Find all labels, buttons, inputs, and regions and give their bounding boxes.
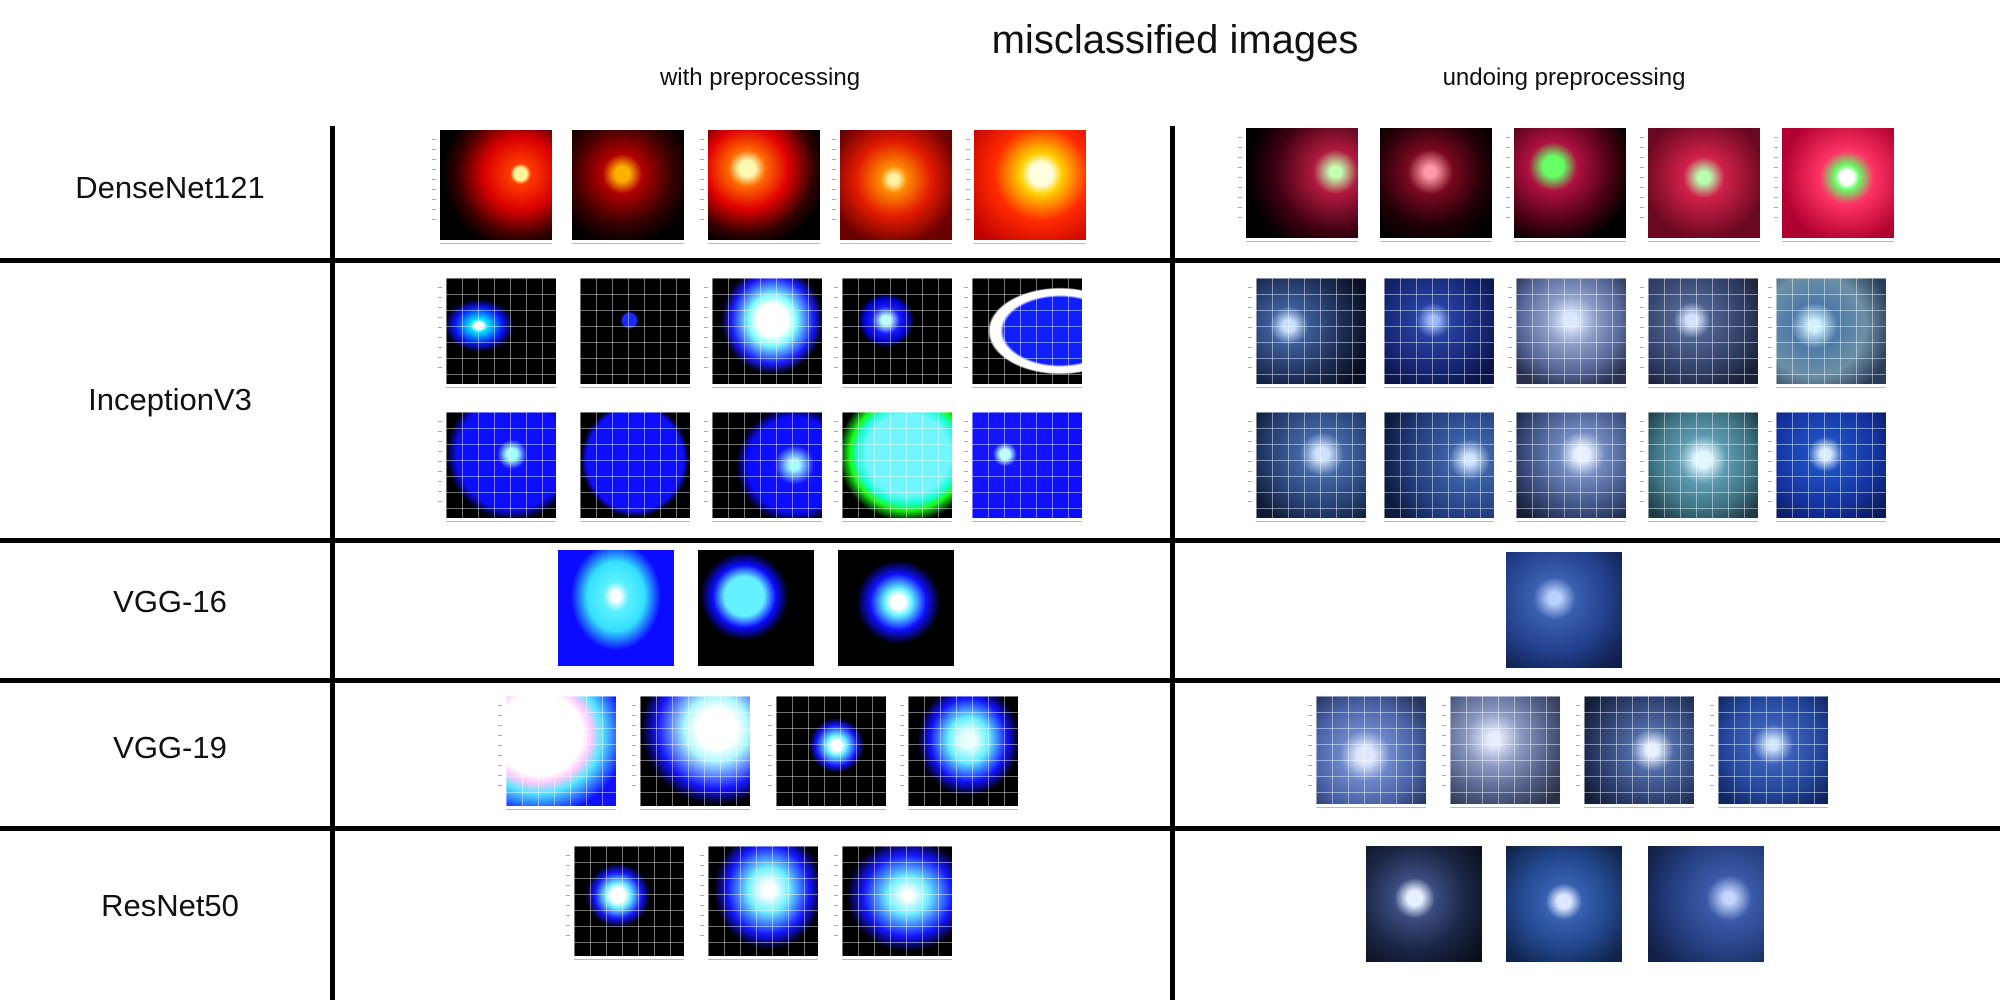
column-header-undoing-preprocessing: undoing preprocessing <box>1442 64 1686 91</box>
vgg16-undone-image <box>1506 552 1622 668</box>
inception-undone-image <box>1248 278 1366 388</box>
row-label-densenet121: DenseNet121 <box>75 170 265 205</box>
figure-title: misclassified images <box>991 18 1359 62</box>
row-divider-2 <box>0 538 2000 543</box>
row-divider-3 <box>0 678 2000 683</box>
resnet-preprocessed-image <box>834 846 952 960</box>
inception-preprocessed-image <box>834 412 952 522</box>
densenet-preprocessed-image <box>572 130 684 244</box>
resnet-preprocessed-image <box>566 846 684 960</box>
inception-undone-image <box>1768 278 1886 388</box>
vgg19-undone-image <box>1442 696 1560 808</box>
row-divider-1 <box>0 258 2000 263</box>
inception-preprocessed-image <box>964 412 1082 522</box>
densenet-undone-image <box>1506 128 1626 242</box>
row-divider-4 <box>0 826 2000 831</box>
inception-undone-image <box>1384 412 1494 522</box>
densenet-preprocessed-image <box>832 130 952 244</box>
vgg19-preprocessed-image <box>768 696 886 810</box>
inception-undone-image <box>1640 412 1758 522</box>
densenet-undone-image <box>1640 128 1760 242</box>
inception-undone-image <box>1248 412 1366 522</box>
inception-undone-image <box>1640 278 1758 388</box>
densenet-undone-image <box>1774 128 1894 242</box>
divider-middle <box>1170 126 1175 1000</box>
inception-undone-image <box>1384 278 1494 388</box>
vgg19-preprocessed-image <box>498 696 616 810</box>
inception-preprocessed-image <box>834 278 952 388</box>
inception-preprocessed-image <box>580 278 690 388</box>
vgg16-preprocessed-image <box>838 550 954 666</box>
densenet-undone-image <box>1380 128 1492 242</box>
vgg19-undone-image <box>1576 696 1694 808</box>
inception-preprocessed-image <box>964 278 1082 388</box>
row-label-vgg16: VGG-16 <box>113 584 227 619</box>
vgg16-preprocessed-image <box>698 550 814 666</box>
vgg19-undone-image <box>1710 696 1828 808</box>
resnet-preprocessed-image <box>700 846 818 960</box>
vgg19-preprocessed-image <box>900 696 1018 810</box>
resnet-undone-image <box>1648 846 1764 962</box>
inception-preprocessed-image <box>704 278 822 388</box>
inception-undone-image <box>1508 278 1626 388</box>
divider-left <box>330 126 335 1000</box>
densenet-preprocessed-image <box>700 130 820 244</box>
column-header-with-preprocessing: with preprocessing <box>659 64 861 91</box>
row-label-inceptionv3: InceptionV3 <box>88 382 252 417</box>
densenet-undone-image <box>1238 128 1358 242</box>
inception-undone-image <box>1768 412 1886 522</box>
row-label-resnet50: ResNet50 <box>101 888 239 923</box>
vgg19-preprocessed-image <box>632 696 750 810</box>
resnet-undone-image <box>1506 846 1622 962</box>
inception-undone-image <box>1508 412 1626 522</box>
inception-preprocessed-image <box>438 412 556 522</box>
inception-preprocessed-image <box>580 412 690 522</box>
inception-preprocessed-image <box>438 278 556 388</box>
vgg16-preprocessed-image <box>558 550 674 666</box>
inception-preprocessed-image <box>704 412 822 522</box>
row-label-vgg19: VGG-19 <box>113 730 227 765</box>
densenet-preprocessed-image <box>432 130 552 244</box>
vgg19-undone-image <box>1308 696 1426 808</box>
densenet-preprocessed-image <box>966 130 1086 244</box>
resnet-undone-image <box>1366 846 1482 962</box>
